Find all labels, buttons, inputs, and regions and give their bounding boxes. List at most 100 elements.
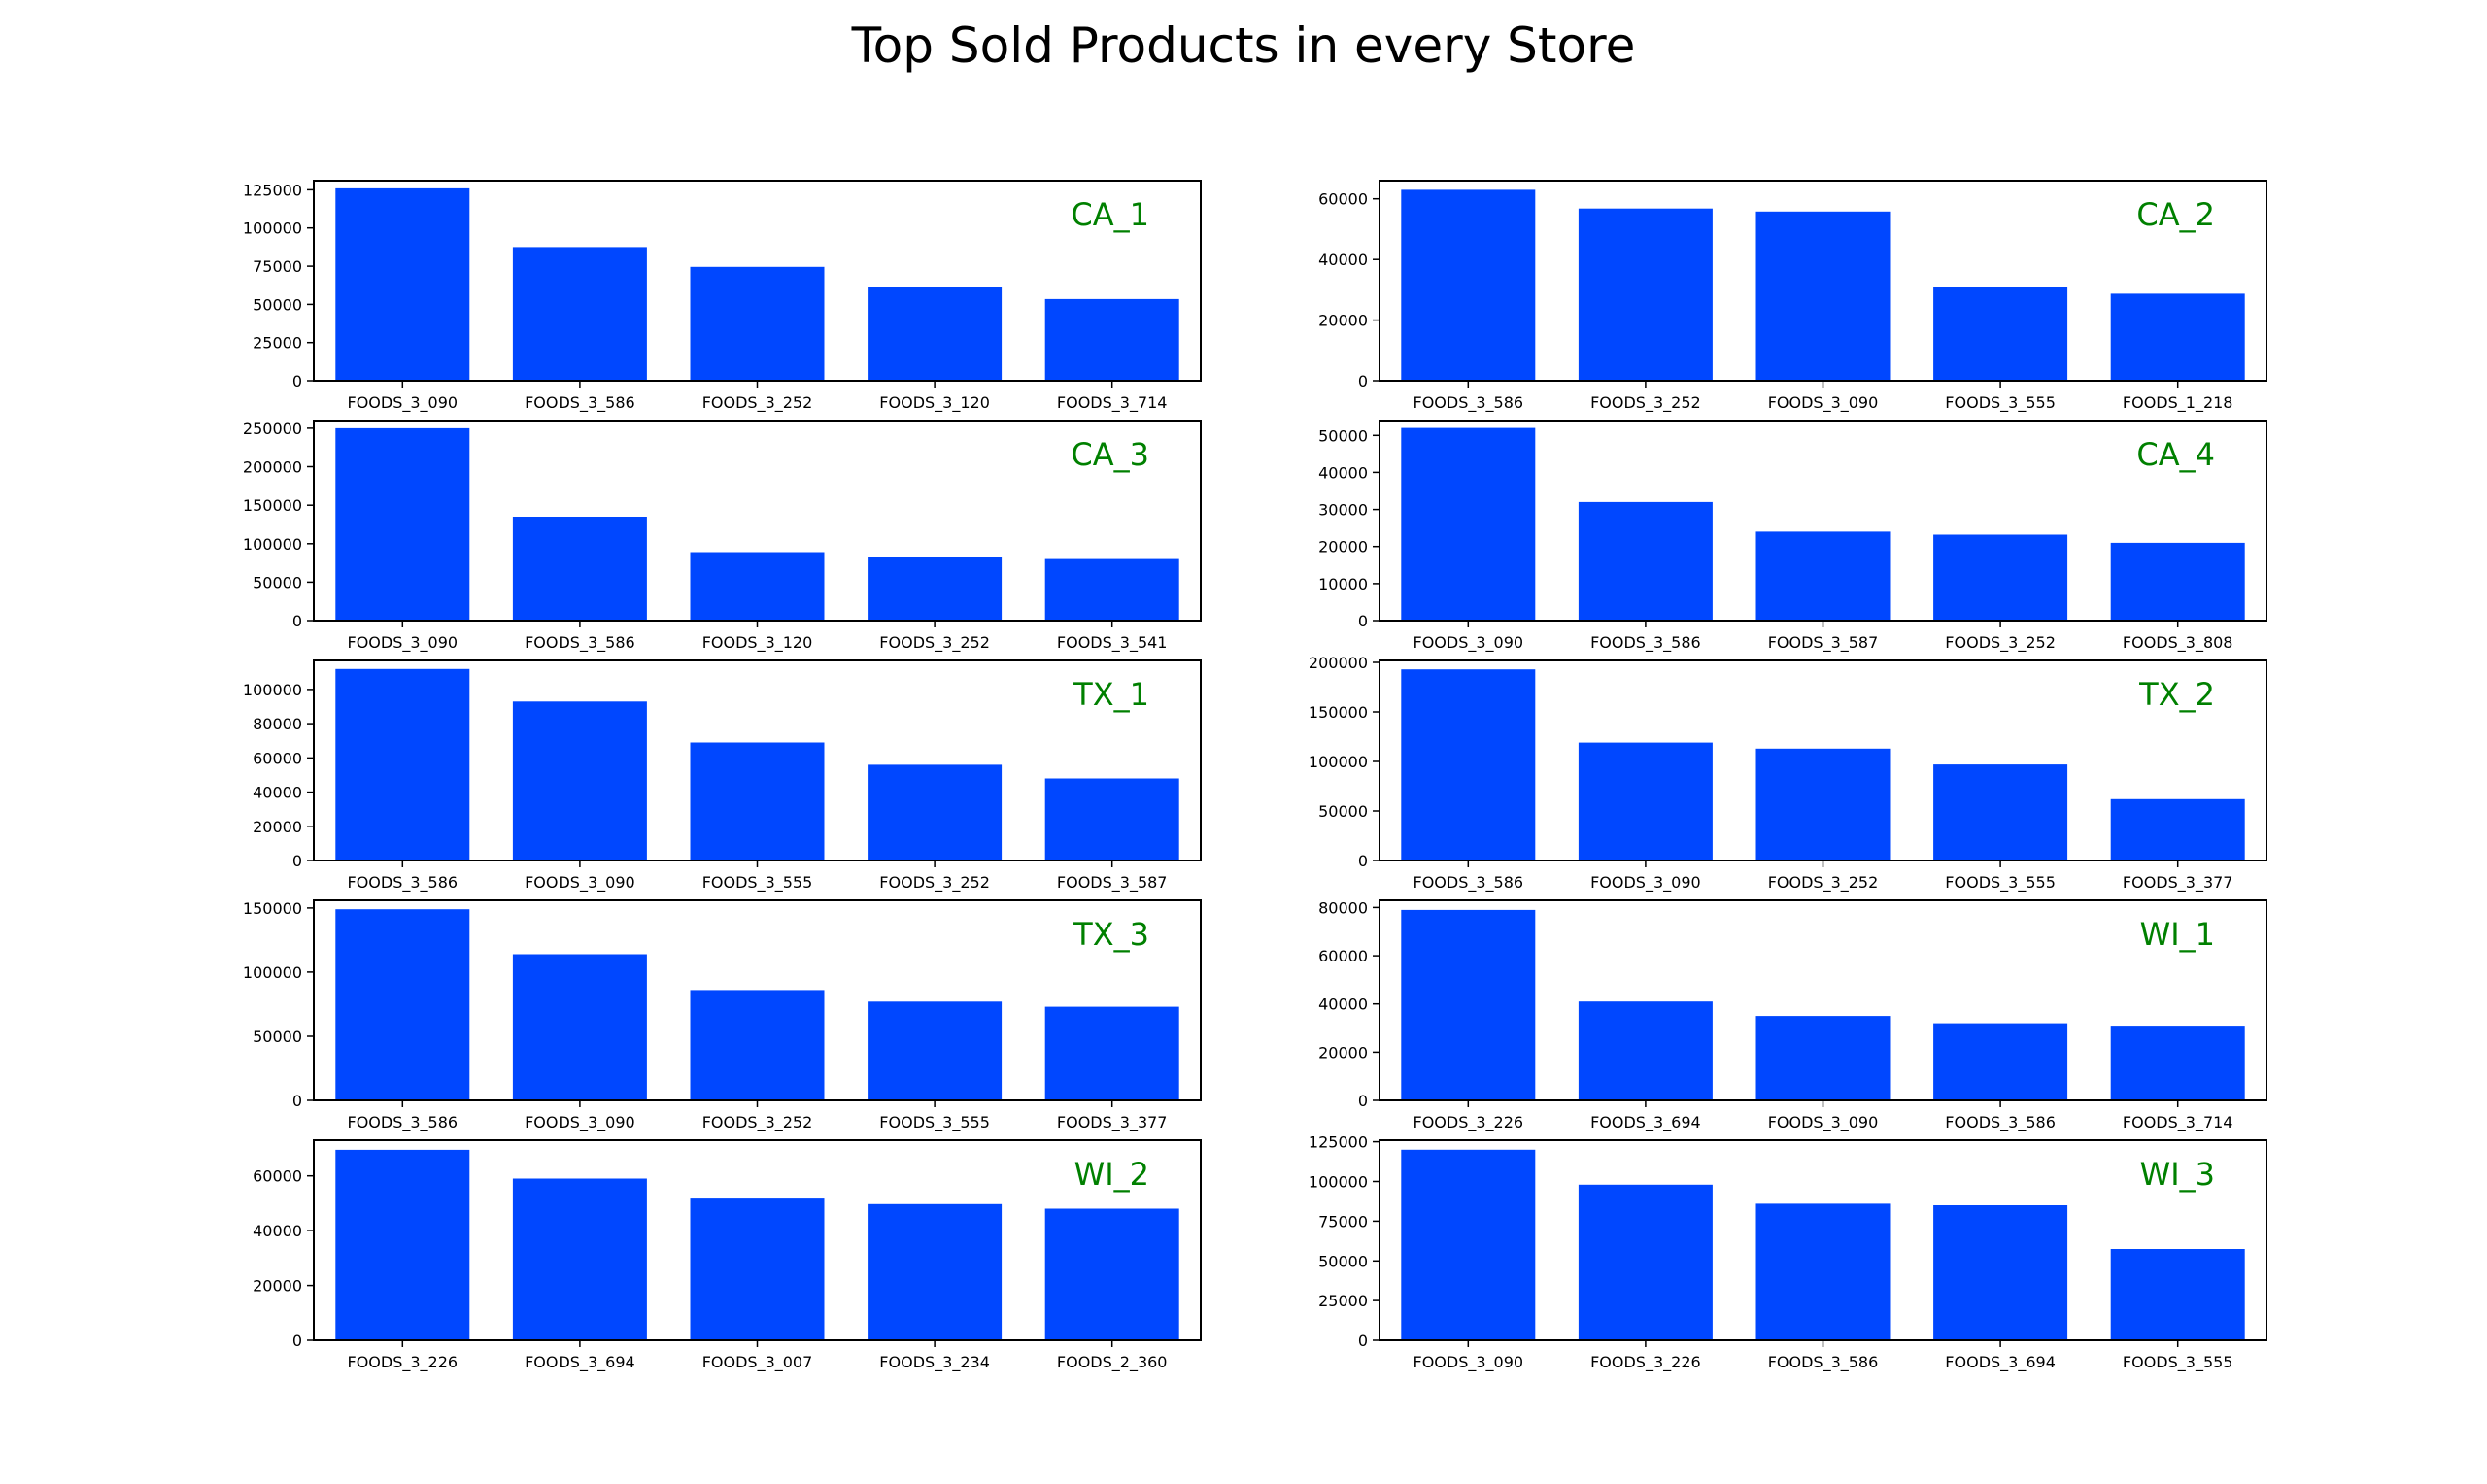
x-tick-label: FOODS_3_090 — [1414, 1353, 1524, 1372]
bar — [1933, 1023, 2068, 1100]
y-tick-label: 125000 — [1309, 1133, 1368, 1152]
subplot-tx-3: 0 50000 100000 150000 FOODS_3_586 FOODS_3_090… — [243, 899, 1202, 1132]
y-tick-label: 0 — [1358, 372, 1368, 390]
subplot-ca-2: 0 20000 40000 60000 FOODS_3_586 FOODS_3_252 FO… — [1318, 180, 2267, 413]
x-tick-label: FOODS_3_586 — [1590, 633, 1701, 653]
x-tick-label: FOODS_3_377 — [2123, 873, 2233, 893]
y-tick-label: 100000 — [243, 963, 302, 982]
bar — [335, 187, 470, 381]
subplot-ca-1: 0 25000 50000 75000 100000 125000 FOODS_3_090 F… — [243, 180, 1202, 413]
bar — [1755, 748, 1891, 860]
y-tick-label: 25000 — [253, 334, 302, 353]
x-tick-label: FOODS_3_586 — [348, 1113, 459, 1132]
y-tick-label: 50000 — [253, 573, 302, 591]
y-tick-label: 60000 — [253, 1167, 302, 1186]
bar — [868, 764, 1003, 860]
x-tick-label: FOODS_3_252 — [879, 633, 990, 653]
y-tick-label: 250000 — [243, 420, 302, 438]
bar — [868, 557, 1003, 621]
store-label-tx-3: TX_3 — [1073, 916, 1149, 953]
x-tick-label: FOODS_3_090 — [525, 1113, 635, 1132]
bar — [868, 1203, 1003, 1340]
bar — [335, 427, 470, 621]
subplot-wi-3: 0 25000 50000 75000 100000 125000 FOODS_3_090 F… — [1309, 1133, 2267, 1372]
x-tick-label: FOODS_3_120 — [879, 393, 990, 413]
x-tick-label: FOODS_3_090 — [348, 633, 459, 653]
y-tick-label: 40000 — [253, 1222, 302, 1240]
x-tick-label: FOODS_3_090 — [348, 393, 459, 413]
bar — [1044, 298, 1179, 381]
y-tick-label: 200000 — [1309, 654, 1368, 672]
y-tick-label: 80000 — [253, 715, 302, 733]
y-tick-label: 0 — [292, 1092, 302, 1110]
y-tick-label: 20000 — [253, 1277, 302, 1296]
y-tick-label: 20000 — [253, 818, 302, 836]
y-tick-label: 50000 — [1318, 1252, 1368, 1270]
y-tick-label: 125000 — [243, 181, 302, 199]
y-tick-label: 0 — [292, 1332, 302, 1350]
store-label-wi-3: WI_3 — [2140, 1156, 2215, 1193]
bar — [1401, 189, 1536, 381]
x-tick-label: FOODS_3_714 — [1057, 393, 1168, 413]
y-tick-label: 20000 — [1318, 538, 1368, 556]
x-tick-label: FOODS_3_090 — [1768, 1113, 1879, 1132]
store-label-ca-2: CA_2 — [2136, 196, 2215, 233]
y-tick-label: 0 — [1358, 1092, 1368, 1110]
x-tick-label: FOODS_3_587 — [1768, 633, 1879, 653]
bar — [1044, 1208, 1179, 1340]
x-tick-label: FOODS_3_226 — [1414, 1113, 1524, 1132]
x-tick-label: FOODS_3_555 — [879, 1113, 990, 1132]
x-tick-label: FOODS_3_090 — [525, 873, 635, 893]
y-tick-label: 40000 — [1318, 251, 1368, 269]
bar — [335, 909, 470, 1100]
x-tick-label: FOODS_3_694 — [1945, 1353, 2056, 1372]
x-tick-label: FOODS_3_586 — [1768, 1353, 1879, 1372]
bar — [512, 954, 647, 1100]
x-tick-label: FOODS_3_090 — [1414, 633, 1524, 653]
y-tick-label: 20000 — [1318, 1043, 1368, 1062]
x-tick-label: FOODS_3_541 — [1057, 633, 1168, 653]
y-tick-label: 80000 — [1318, 898, 1368, 917]
y-tick-label: 200000 — [243, 458, 302, 477]
bar — [1578, 208, 1713, 381]
store-label-ca-4: CA_4 — [2136, 436, 2215, 473]
y-tick-label: 50000 — [1318, 802, 1368, 821]
x-tick-label: FOODS_3_587 — [1057, 873, 1168, 893]
x-tick-label: FOODS_3_252 — [702, 393, 813, 413]
x-tick-label: FOODS_3_090 — [1590, 873, 1701, 893]
bar — [1933, 764, 2068, 860]
bar — [1933, 534, 2068, 621]
bar — [2110, 1249, 2245, 1340]
bar — [2110, 798, 2245, 860]
y-tick-label: 60000 — [1318, 190, 1368, 209]
y-tick-label: 75000 — [1318, 1212, 1368, 1231]
x-tick-label: FOODS_3_234 — [879, 1353, 990, 1372]
y-tick-label: 60000 — [1318, 947, 1368, 965]
bar — [1401, 1149, 1536, 1340]
subplot-wi-2: 0 20000 40000 60000 FOODS_3_226 FOODS_3_694 FO… — [253, 1139, 1202, 1372]
bar — [1933, 1205, 2068, 1340]
y-tick-label: 150000 — [243, 899, 302, 918]
bar — [1578, 1001, 1713, 1100]
x-tick-label: FOODS_3_090 — [1768, 393, 1879, 413]
store-label-ca-1: CA_1 — [1071, 196, 1149, 233]
y-tick-label: 150000 — [243, 496, 302, 515]
bar — [1755, 531, 1891, 621]
y-tick-label: 0 — [1358, 612, 1368, 630]
bar — [868, 287, 1003, 381]
y-tick-label: 100000 — [1309, 1173, 1368, 1192]
y-tick-label: 0 — [292, 372, 302, 390]
subplot-ca-4: 0 10000 20000 30000 40000 50000 FOODS_3_090 FOO… — [1318, 420, 2267, 653]
x-tick-label: FOODS_3_252 — [1768, 873, 1879, 893]
subplot-wi-1: 0 20000 40000 60000 80000 FOODS_3_226 FOODS_3_… — [1318, 898, 2267, 1132]
x-tick-label: FOODS_3_252 — [1590, 393, 1701, 413]
bar — [1578, 501, 1713, 621]
bar — [1401, 909, 1536, 1100]
bar — [1933, 287, 2068, 381]
x-tick-label: FOODS_3_555 — [1945, 393, 2056, 413]
bar — [690, 1198, 825, 1340]
bar — [1578, 742, 1713, 860]
y-tick-label: 100000 — [243, 219, 302, 238]
y-tick-label: 50000 — [253, 1028, 302, 1046]
